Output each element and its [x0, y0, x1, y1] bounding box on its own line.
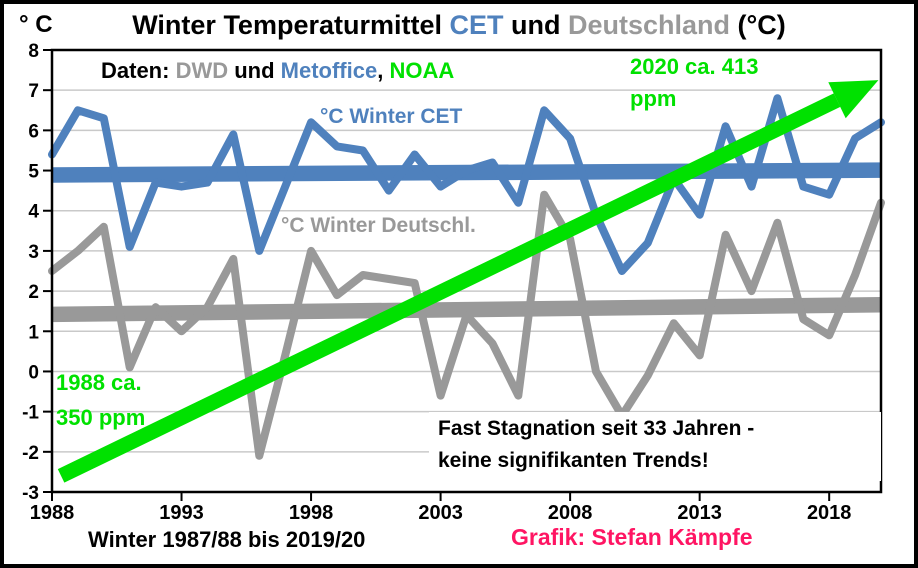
plot-area-border — [50, 48, 883, 494]
y-axis-ticks: -3 -2 -1 0 1 2 3 4 5 6 7 8 — [22, 41, 52, 504]
co2-arrow-head — [828, 80, 879, 119]
co2-arrow — [57, 80, 879, 483]
credit-note: Grafik: Stefan Kämpfe — [511, 524, 753, 550]
sources-comma: , — [377, 58, 390, 83]
co2-arrow-shaft — [57, 93, 841, 483]
y-tick-label: 4 — [28, 202, 39, 223]
x-tick-label: 2008 — [548, 502, 593, 524]
y-tick-label: -2 — [22, 443, 39, 464]
y-tick-label: -3 — [22, 483, 39, 504]
y-axis-unit-label: ° C — [19, 11, 53, 38]
chart-canvas: -3 -2 -1 0 1 2 3 4 5 6 7 8 1988 1993 1998 2003 2008 2013… — [22, 41, 885, 524]
deutschland-line — [48, 190, 885, 460]
x-tick-label: 1993 — [159, 502, 204, 524]
series-label-deutschland: °C Winter Deutschl. — [281, 214, 476, 237]
y-tick-label: -1 — [22, 403, 39, 424]
sources-und: und — [228, 58, 281, 83]
deutschland-trend-line — [51, 297, 882, 323]
x-tick-label: 1988 — [30, 502, 75, 524]
y-tick-label: 2 — [28, 282, 39, 303]
y-tick-label: 3 — [28, 242, 39, 263]
x-axis-ticks: 1988 1993 1998 2003 2008 2013 2018 — [30, 492, 852, 524]
x-tick-label: 2018 — [807, 502, 852, 524]
source-noaa: NOAA — [389, 58, 455, 83]
x-tick-label: 1998 — [289, 502, 334, 524]
title-deutschland-part: Deutschland — [567, 10, 731, 40]
sources-label: Daten: — [101, 58, 176, 83]
y-tick-label: 1 — [28, 322, 39, 343]
title-cet-part: CET — [449, 10, 504, 40]
co2-1988-annotation: 1988 ca. 350 ppm — [56, 370, 146, 430]
source-metoffice: Metoffice — [280, 58, 378, 83]
y-tick-label: 0 — [28, 362, 39, 383]
title-prefix: Winter Temperaturmittel — [132, 10, 450, 40]
source-dwd: DWD — [175, 58, 229, 83]
title-und: und — [503, 10, 568, 40]
x-tick-label: 2013 — [677, 502, 722, 524]
y-tick-label: 6 — [28, 121, 39, 142]
stagnation-note: Fast Stagnation seit 33 Jahren - keine s… — [431, 412, 881, 481]
x-tick-label: 2003 — [418, 502, 463, 524]
data-sources-note: Daten: DWD und Metoffice, NOAA — [101, 58, 454, 84]
co2-2020-annotation: 2020 ca. 413 ppm — [630, 54, 759, 111]
cet-line — [48, 94, 885, 275]
title-suffix: (°C) — [730, 10, 786, 40]
footer-caption: Winter 1987/88 bis 2019/20 — [88, 527, 366, 552]
y-tick-label: 7 — [28, 81, 39, 102]
data-series-lines — [48, 94, 885, 460]
y-tick-label: 5 — [28, 162, 39, 183]
chart-title: Winter Temperaturmittel CET und Deutschl… — [4, 9, 914, 41]
trend-lines — [51, 162, 882, 323]
y-tick-label: 8 — [28, 41, 39, 62]
series-label-cet: °C Winter CET — [320, 105, 463, 128]
